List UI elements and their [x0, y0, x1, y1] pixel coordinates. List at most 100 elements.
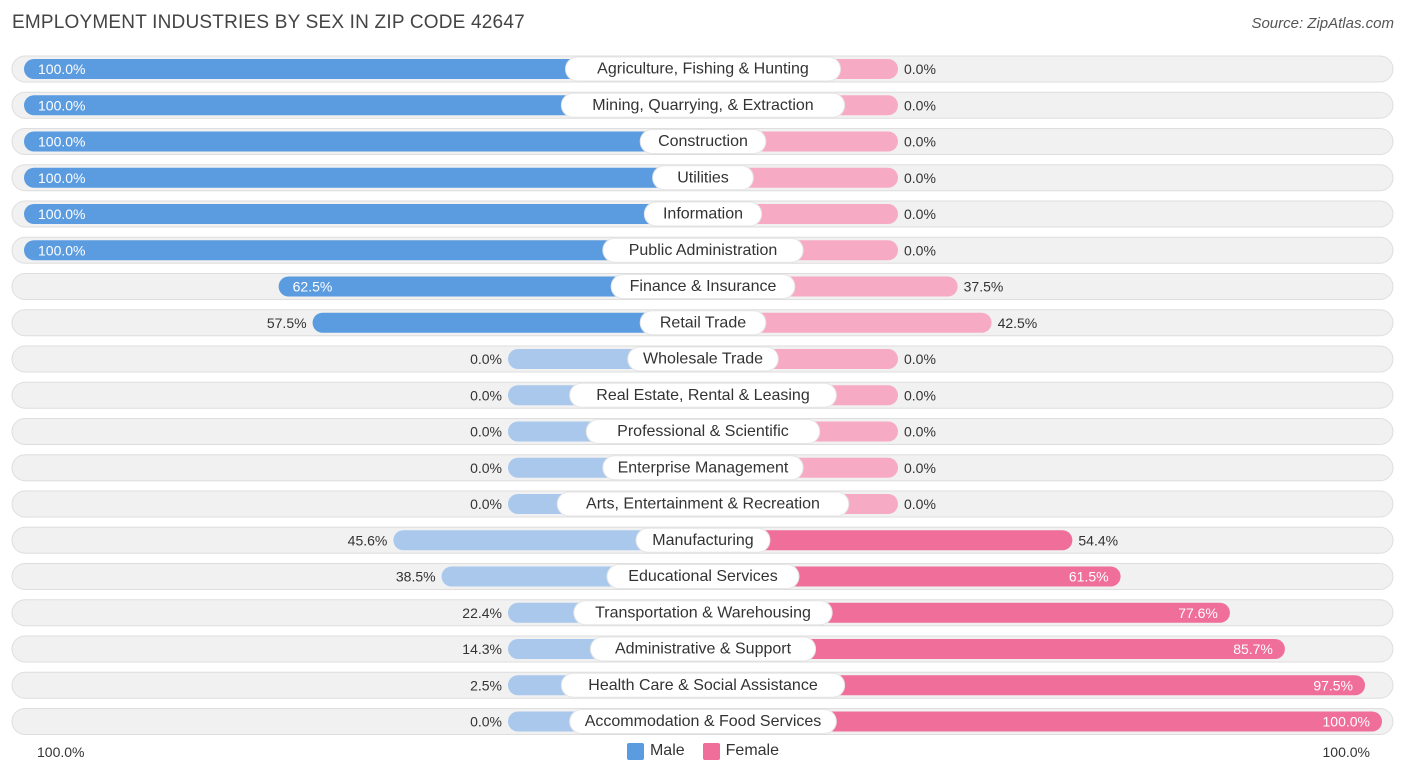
- category-pill: [639, 129, 767, 154]
- female-value-label: 0.0%: [904, 496, 936, 512]
- male-bar: [24, 131, 703, 152]
- category-pill: [606, 564, 800, 589]
- female-value-label: 0.0%: [904, 206, 936, 222]
- female-value-label: 0.0%: [904, 460, 936, 476]
- female-value-label: 61.5%: [1069, 569, 1109, 585]
- category-pill: [560, 672, 846, 698]
- axis-left-label: 100.0%: [37, 744, 85, 760]
- diverging-bar-chart: 100.0% 0.0% Agriculture, Fishing & Hunting…: [11, 55, 1394, 735]
- category-pill: [610, 274, 796, 299]
- male-value-label: 0.0%: [470, 496, 502, 512]
- female-value-label: 97.5%: [1313, 677, 1353, 693]
- male-value-label: 22.4%: [462, 605, 502, 621]
- female-value-label: 42.5%: [998, 315, 1038, 331]
- category-pill: [639, 310, 767, 336]
- female-bar: [703, 711, 1382, 732]
- male-bar: [278, 276, 703, 297]
- legend: Male Female: [0, 742, 1406, 760]
- category-label: Health Care & Social Assistance: [588, 677, 818, 694]
- category-pill: [643, 201, 763, 227]
- category-label: Administrative & Support: [615, 641, 792, 658]
- legend-item-male: Male: [626, 742, 685, 760]
- female-value-label: 37.5%: [964, 279, 1004, 295]
- category-label: Finance & Insurance: [630, 278, 777, 295]
- female-value-label: 100.0%: [1323, 714, 1370, 730]
- male-bar: [312, 312, 703, 333]
- female-value-label: 0.0%: [904, 351, 936, 367]
- male-value-label: 100.0%: [38, 97, 85, 113]
- male-value-label: 62.5%: [293, 279, 333, 295]
- category-pill: [652, 165, 754, 191]
- category-label: Construction: [658, 133, 748, 150]
- male-bar: [24, 95, 703, 116]
- category-pill: [589, 636, 817, 662]
- male-value-label: 38.5%: [396, 569, 436, 585]
- female-bar: [703, 675, 1366, 696]
- male-bar: [24, 204, 703, 224]
- legend-swatch-female: [702, 742, 720, 760]
- male-value-label: 100.0%: [38, 242, 85, 258]
- female-value-label: 77.6%: [1178, 605, 1218, 621]
- category-label: Public Administration: [629, 242, 778, 259]
- female-value-label: 0.0%: [904, 61, 936, 77]
- female-bar: [703, 639, 1285, 659]
- category-pill: [602, 455, 804, 481]
- female-value-label: 0.0%: [904, 424, 936, 440]
- male-value-label: 45.6%: [348, 532, 388, 548]
- category-label: Transportation & Warehousing: [595, 604, 811, 621]
- male-value-label: 57.5%: [267, 315, 307, 331]
- male-value-label: 0.0%: [470, 351, 502, 367]
- male-bar: [24, 167, 703, 188]
- category-label: Agriculture, Fishing & Hunting: [597, 61, 809, 78]
- category-pill: [556, 491, 850, 517]
- category-label: Wholesale Trade: [643, 351, 763, 368]
- axis-right-label: 100.0%: [1322, 744, 1370, 760]
- male-value-label: 0.0%: [470, 460, 502, 476]
- category-pill: [560, 92, 846, 118]
- male-value-label: 0.0%: [470, 424, 502, 440]
- male-value-label: 100.0%: [38, 134, 85, 150]
- female-value-label: 0.0%: [904, 387, 936, 403]
- category-label: Educational Services: [628, 568, 777, 585]
- female-bar: [703, 530, 1073, 551]
- category-label: Enterprise Management: [618, 459, 789, 476]
- legend-item-female: Female: [702, 742, 780, 760]
- category-pill: [569, 709, 837, 734]
- female-bar: [703, 602, 1230, 623]
- category-label: Accommodation & Food Services: [585, 713, 822, 730]
- category-pill: [565, 56, 841, 82]
- female-value-label: 0.0%: [904, 242, 936, 258]
- category-label: Retail Trade: [660, 314, 746, 331]
- category-label: Arts, Entertainment & Recreation: [586, 496, 820, 513]
- female-value-label: 0.0%: [904, 170, 936, 186]
- male-value-label: 14.3%: [462, 641, 502, 657]
- category-pill: [585, 419, 821, 444]
- male-value-label: 0.0%: [470, 387, 502, 403]
- male-bar: [393, 530, 703, 551]
- category-label: Manufacturing: [652, 532, 753, 549]
- category-label: Real Estate, Rental & Leasing: [596, 387, 809, 404]
- male-bar: [24, 59, 703, 79]
- male-value-label: 100.0%: [38, 170, 85, 186]
- category-pill: [602, 237, 804, 263]
- female-value-label: 54.4%: [1078, 532, 1118, 548]
- source-label: Source: ZipAtlas.com: [1251, 15, 1394, 32]
- category-pill: [573, 600, 833, 626]
- category-label: Professional & Scientific: [617, 423, 789, 440]
- female-value-label: 0.0%: [904, 134, 936, 150]
- legend-swatch-male: [626, 742, 644, 760]
- male-value-label: 2.5%: [470, 677, 502, 693]
- legend-label-male: Male: [649, 742, 685, 759]
- category-label: Mining, Quarrying, & Extraction: [592, 97, 813, 114]
- female-bar: [703, 566, 1121, 587]
- male-bar: [24, 240, 703, 261]
- category-label: Information: [663, 206, 743, 223]
- female-bar: [703, 312, 992, 333]
- category-pill: [627, 346, 779, 372]
- category-pill: [569, 382, 837, 408]
- legend-label-female: Female: [725, 742, 780, 759]
- female-value-label: 85.7%: [1233, 641, 1273, 657]
- chart-title: EMPLOYMENT INDUSTRIES BY SEX IN ZIP CODE…: [12, 12, 525, 33]
- category-pill: [635, 527, 771, 553]
- category-label: Utilities: [677, 169, 729, 186]
